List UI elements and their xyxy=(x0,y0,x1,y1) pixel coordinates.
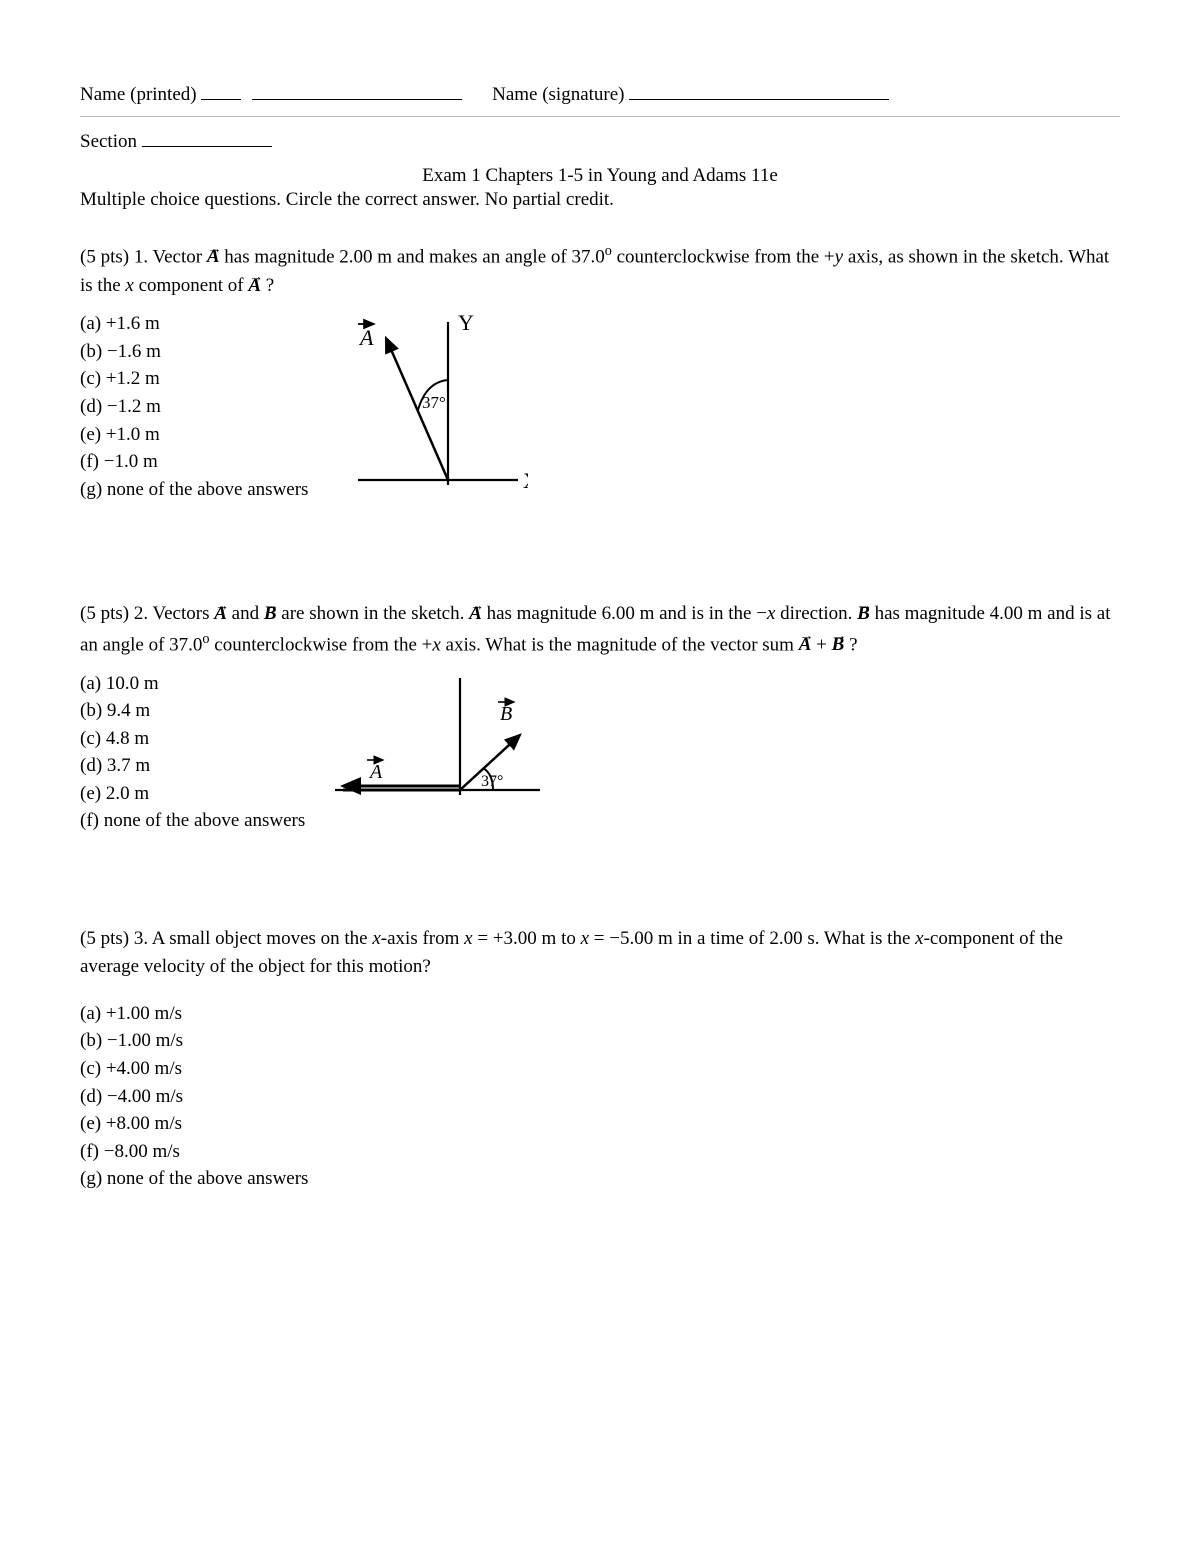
q2-choices: (a) 10.0 m (b) 9.4 m (c) 4.8 m (d) 3.7 m… xyxy=(80,670,305,835)
q2-mid3: direction. xyxy=(775,603,857,624)
q1-choices: (a) +1.6 m (b) −1.6 m (c) +1.2 m (d) −1.… xyxy=(80,310,308,503)
choice: (b) −1.6 m xyxy=(80,338,308,366)
x-var: x xyxy=(915,928,923,949)
vector-b: →B xyxy=(857,603,870,624)
blank-line xyxy=(142,127,272,147)
exam-page: Name (printed) Name (signature) Section … xyxy=(0,0,1200,1313)
question-1: (5 pts) 1. Vector →A has magnitude 2.00 … xyxy=(80,241,1120,510)
degree-symbol: o xyxy=(202,631,209,647)
choice: (e) +1.0 m xyxy=(80,421,308,449)
q3-mid1: -axis from xyxy=(381,928,464,949)
choice: (d) −4.00 m/s xyxy=(80,1083,1120,1111)
choice: (c) 4.8 m xyxy=(80,725,305,753)
vector-b: →B xyxy=(264,603,277,624)
choice: (e) +8.00 m/s xyxy=(80,1110,1120,1138)
blank-line xyxy=(201,80,241,100)
vec-a-sketch-label: A xyxy=(368,761,383,783)
q1-body: (a) +1.6 m (b) −1.6 m (c) +1.2 m (d) −1.… xyxy=(80,310,1120,510)
question-1-text: (5 pts) 1. Vector →A has magnitude 2.00 … xyxy=(80,241,1120,300)
q3-eq1: = +3.00 m to xyxy=(473,928,581,949)
x-var: x xyxy=(372,928,380,949)
q2-mid2: has magnitude 6.00 m and is in the − xyxy=(482,603,767,624)
y-axis-var: y xyxy=(835,246,843,267)
exam-title: Exam 1 Chapters 1-5 in Young and Adams 1… xyxy=(80,165,1120,187)
name-row: Name (printed) Name (signature) xyxy=(80,80,1120,106)
x-var: x xyxy=(464,928,472,949)
choice: (f) none of the above answers xyxy=(80,807,305,835)
vec-a-sketch-label: A xyxy=(358,325,374,350)
angle-label: 37° xyxy=(422,393,446,412)
divider-line xyxy=(80,116,1120,117)
q2-sketch: 37° A B xyxy=(315,670,555,820)
section-label: Section xyxy=(80,131,137,152)
q1-mid2: counterclockwise from the + xyxy=(612,246,835,267)
q3-eq2: = −5.00 m in a time of 2.00 s. What is t… xyxy=(589,928,915,949)
choice: (f) −1.0 m xyxy=(80,448,308,476)
choice: (f) −8.00 m/s xyxy=(80,1138,1120,1166)
choice: (g) none of the above answers xyxy=(80,476,308,504)
question-3: (5 pts) 3. A small object moves on the x… xyxy=(80,925,1120,1193)
choice: (a) +1.6 m xyxy=(80,310,308,338)
q1-sketch: 37° Y X A xyxy=(318,310,528,510)
q3-choices: (a) +1.00 m/s (b) −1.00 m/s (c) +4.00 m/… xyxy=(80,1000,1120,1193)
x-var: x xyxy=(581,928,589,949)
q1-mid1: has magnitude 2.00 m and makes an angle … xyxy=(220,246,605,267)
choice: (a) +1.00 m/s xyxy=(80,1000,1120,1028)
choice: (a) 10.0 m xyxy=(80,670,305,698)
q2-plus: + xyxy=(811,634,831,655)
q2-body: (a) 10.0 m (b) 9.4 m (c) 4.8 m (d) 3.7 m… xyxy=(80,670,1120,835)
vec-b-sketch-label: B xyxy=(500,703,512,725)
choice: (c) +4.00 m/s xyxy=(80,1055,1120,1083)
choice: (d) 3.7 m xyxy=(80,752,305,780)
q2-and: and xyxy=(227,603,264,624)
name-signature-field: Name (signature) xyxy=(492,80,889,106)
question-2: (5 pts) 2. Vectors →A and →B are shown i… xyxy=(80,600,1120,835)
vector-a: →A xyxy=(248,275,261,296)
choice: (e) 2.0 m xyxy=(80,780,305,808)
vector-a: →A xyxy=(799,634,812,655)
blank-line xyxy=(252,80,462,100)
q2-mid5: counterclockwise from the + xyxy=(210,634,433,655)
degree-symbol: o xyxy=(605,243,612,259)
q2-mid1: are shown in the sketch. xyxy=(277,603,470,624)
blank-line xyxy=(629,80,889,100)
q1-diagram: 37° Y X A xyxy=(318,310,528,510)
q1-prefix: (5 pts) 1. Vector xyxy=(80,246,207,267)
q2-mid6: axis. What is the magnitude of the vecto… xyxy=(441,634,799,655)
name-signature-label: Name (signature) xyxy=(492,84,624,105)
x-axis-label: X xyxy=(523,468,528,493)
choice: (c) +1.2 m xyxy=(80,365,308,393)
vector-b: →B xyxy=(832,634,845,655)
q3-pre: (5 pts) 3. A small object moves on the xyxy=(80,928,372,949)
name-printed-label: Name (printed) xyxy=(80,84,197,105)
q2-prefix: (5 pts) 2. Vectors xyxy=(80,603,214,624)
q2-diagram: 37° A B xyxy=(315,670,555,820)
name-printed-field: Name (printed) xyxy=(80,80,462,106)
angle-label: 37° xyxy=(481,773,503,790)
section-field: Section xyxy=(80,127,1120,153)
question-2-text: (5 pts) 2. Vectors →A and →B are shown i… xyxy=(80,600,1120,659)
vector-a: →A xyxy=(214,603,227,624)
question-3-text: (5 pts) 3. A small object moves on the x… xyxy=(80,925,1120,982)
y-axis-label: Y xyxy=(458,310,474,335)
choice: (b) 9.4 m xyxy=(80,697,305,725)
exam-instructions: Multiple choice questions. Circle the co… xyxy=(80,189,1120,211)
choice: (b) −1.00 m/s xyxy=(80,1027,1120,1055)
vector-a: →A xyxy=(207,246,220,267)
q1-mid4: component of xyxy=(134,275,249,296)
vector-a: →A xyxy=(469,603,482,624)
x-var: x xyxy=(125,275,133,296)
choice: (g) none of the above answers xyxy=(80,1165,1120,1193)
x-var: x xyxy=(432,634,440,655)
choice: (d) −1.2 m xyxy=(80,393,308,421)
